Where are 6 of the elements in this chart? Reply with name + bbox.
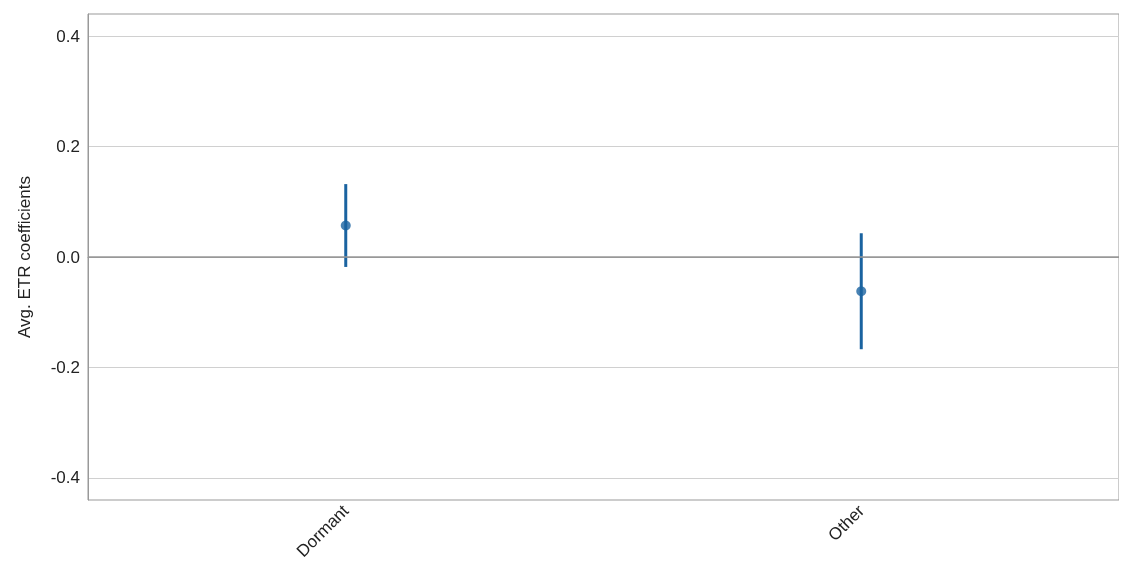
y-axis-title: Avg. ETR coefficients	[15, 176, 34, 338]
y-tick-label: -0.4	[50, 468, 80, 488]
y-tick-label: 0.0	[56, 247, 80, 267]
y-tick-label: 0.4	[56, 26, 80, 46]
y-tick-label: 0.2	[56, 137, 80, 157]
y-tick-label: -0.2	[50, 357, 80, 377]
